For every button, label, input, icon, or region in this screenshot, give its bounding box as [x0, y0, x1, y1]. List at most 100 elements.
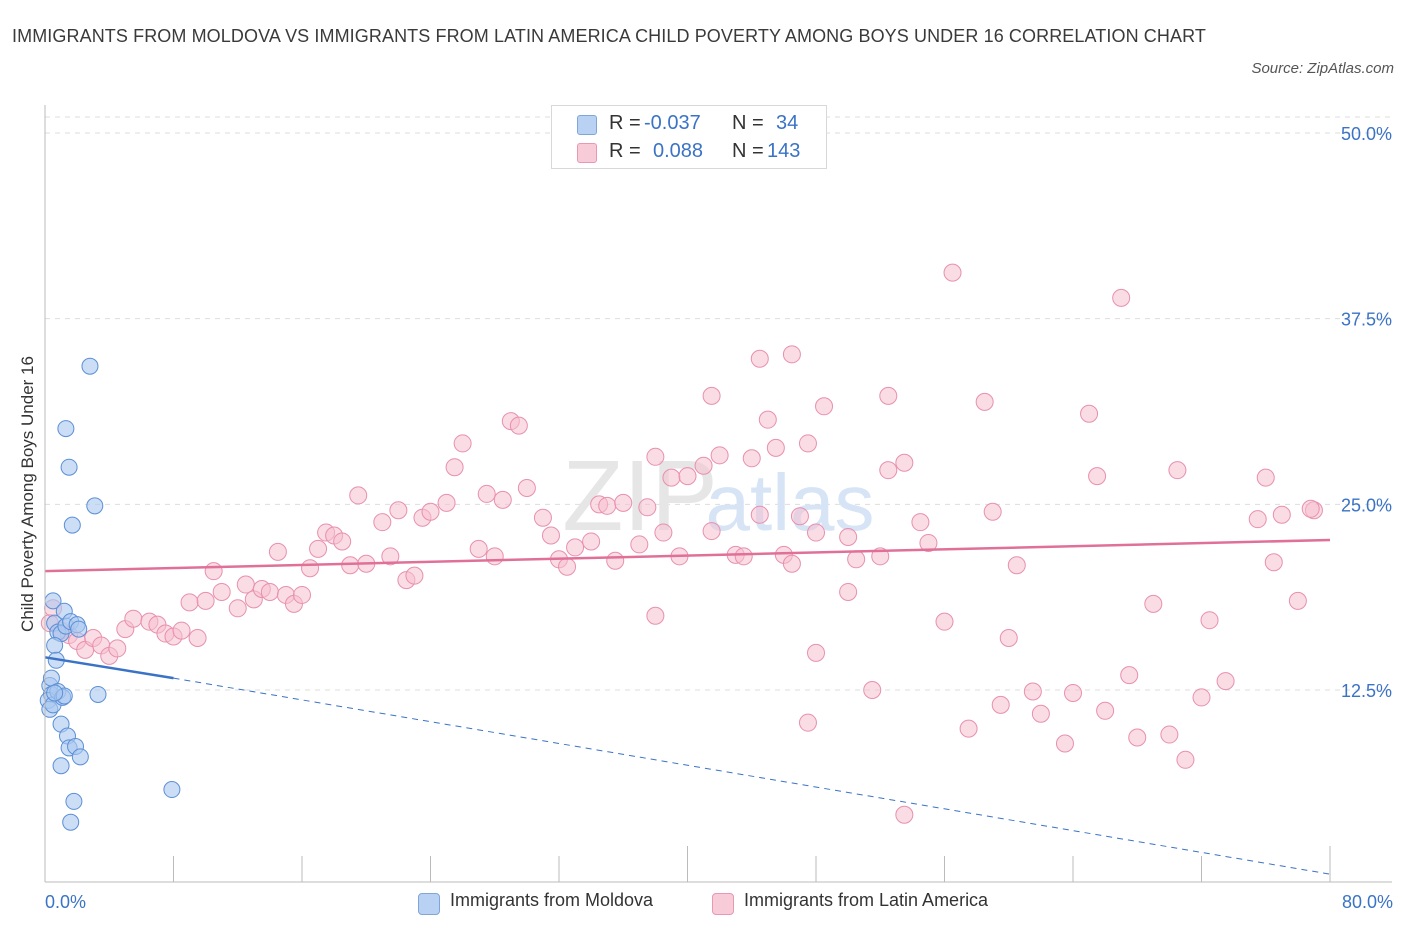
bottom-legend-swatch-latin [712, 893, 734, 915]
source-label: Source: ZipAtlas.com [1251, 60, 1394, 77]
latin-america-point [405, 566, 424, 585]
legend-n-label: N = [732, 140, 764, 162]
latin-america-point [1144, 594, 1163, 613]
x-tick-label: 0.0% [45, 892, 86, 912]
latin-america-point [268, 542, 287, 561]
latin-america-point [1176, 750, 1195, 769]
latin-america-point [646, 606, 665, 625]
latin-america-point [606, 551, 625, 570]
latin-america-point [999, 629, 1018, 648]
latin-america-point [790, 507, 809, 526]
latin-america-point [373, 513, 392, 532]
latin-america-point [798, 713, 817, 732]
latin-america-point [782, 345, 801, 364]
latin-america-point [566, 538, 585, 557]
latin-america-point [301, 559, 320, 578]
latin-america-point [614, 493, 633, 512]
latin-america-point [710, 446, 729, 465]
legend-n-value: 34 [776, 112, 799, 134]
legend-swatch-moldova [577, 115, 597, 135]
latin-america-point [646, 447, 665, 466]
moldova-point [60, 458, 78, 476]
latin-america-point [108, 639, 127, 658]
latin-america-point [469, 539, 488, 558]
latin-america-point [598, 496, 617, 515]
latin-america-point [750, 349, 769, 368]
latin-america-point [485, 547, 504, 566]
latin-america-point [798, 434, 817, 453]
latin-america-point [493, 490, 512, 509]
latin-america-point [1096, 701, 1115, 720]
moldova-point [89, 685, 107, 703]
latin-america-point [381, 547, 400, 566]
moldova-point [52, 757, 70, 775]
legend-r-value: -0.037 [644, 112, 701, 134]
y-tick-label: 50.0% [1341, 124, 1392, 144]
moldova-point [46, 636, 64, 654]
latin-america-point [750, 505, 769, 524]
moldova-point [57, 420, 75, 438]
latin-america-point [582, 532, 601, 551]
latin-america-point [983, 502, 1002, 521]
latin-america-point [1088, 467, 1107, 486]
latin-america-point [815, 397, 834, 416]
latin-america-point [782, 554, 801, 573]
latin-america-point [839, 582, 858, 601]
latin-america-point [349, 486, 368, 505]
moldova-point [71, 748, 89, 766]
latin-america-point [1055, 734, 1074, 753]
legend-row-latin: R = 0.088 N = 143 [552, 138, 826, 166]
latin-america-point [333, 532, 352, 551]
latin-america-point [879, 386, 898, 405]
y-tick-label: 25.0% [1341, 495, 1392, 515]
moldova-point [62, 813, 80, 831]
latin-america-point [260, 582, 279, 601]
latin-america-point [766, 438, 785, 457]
latin-america-point [1301, 499, 1320, 518]
latin-america-point [807, 523, 825, 542]
latin-america-point [678, 467, 697, 486]
latin-america-point [341, 556, 360, 575]
latin-america-point [196, 591, 215, 610]
latin-america-point [895, 805, 914, 824]
latin-america-point [517, 478, 536, 497]
latin-america-point [228, 599, 247, 618]
latin-america-point [1128, 728, 1147, 747]
latin-america-point [172, 621, 191, 640]
moldova-point [163, 781, 181, 799]
moldova-trend-extension [173, 677, 1331, 875]
latin-america-point [558, 557, 577, 576]
latin-america-point [477, 484, 496, 503]
latin-america-point [389, 501, 408, 520]
latin-america-point [437, 493, 456, 512]
latin-america-point [630, 535, 649, 554]
latin-america-point [1120, 666, 1139, 685]
latin-america-point [654, 523, 673, 542]
legend-r-value: 0.088 [653, 140, 704, 162]
moldova-point [81, 357, 99, 375]
points-layer [39, 263, 1323, 831]
moldova-point [86, 497, 104, 515]
bottom-legend-label-moldova: Immigrants from Moldova [450, 890, 654, 910]
latin-america-point [943, 263, 962, 282]
latin-america-point [293, 585, 311, 604]
latin-america-point [445, 458, 464, 477]
latin-america-point [1248, 510, 1267, 529]
latin-america-point [734, 547, 753, 566]
moldova-trend-line [44, 656, 174, 680]
latin-america-point [204, 562, 223, 581]
trend-layer-back [173, 677, 1331, 875]
stats-legend: R = -0.037 N = 34 R = 0.088 N = 143 [551, 105, 827, 169]
legend-n-value: 143 [767, 140, 801, 162]
bottom-legend-label-latin: Immigrants from Latin America [744, 890, 989, 910]
legend-n-label: N = [732, 112, 764, 134]
latin-america-point [807, 643, 825, 662]
latin-america-point [1080, 404, 1099, 423]
latin-america-point [509, 416, 528, 435]
trend-layer-front [44, 538, 1331, 680]
latin-america-point [1160, 725, 1179, 744]
latin-america-point [1168, 461, 1187, 480]
latin-america-point [421, 502, 440, 521]
latin-america-point [991, 695, 1010, 714]
